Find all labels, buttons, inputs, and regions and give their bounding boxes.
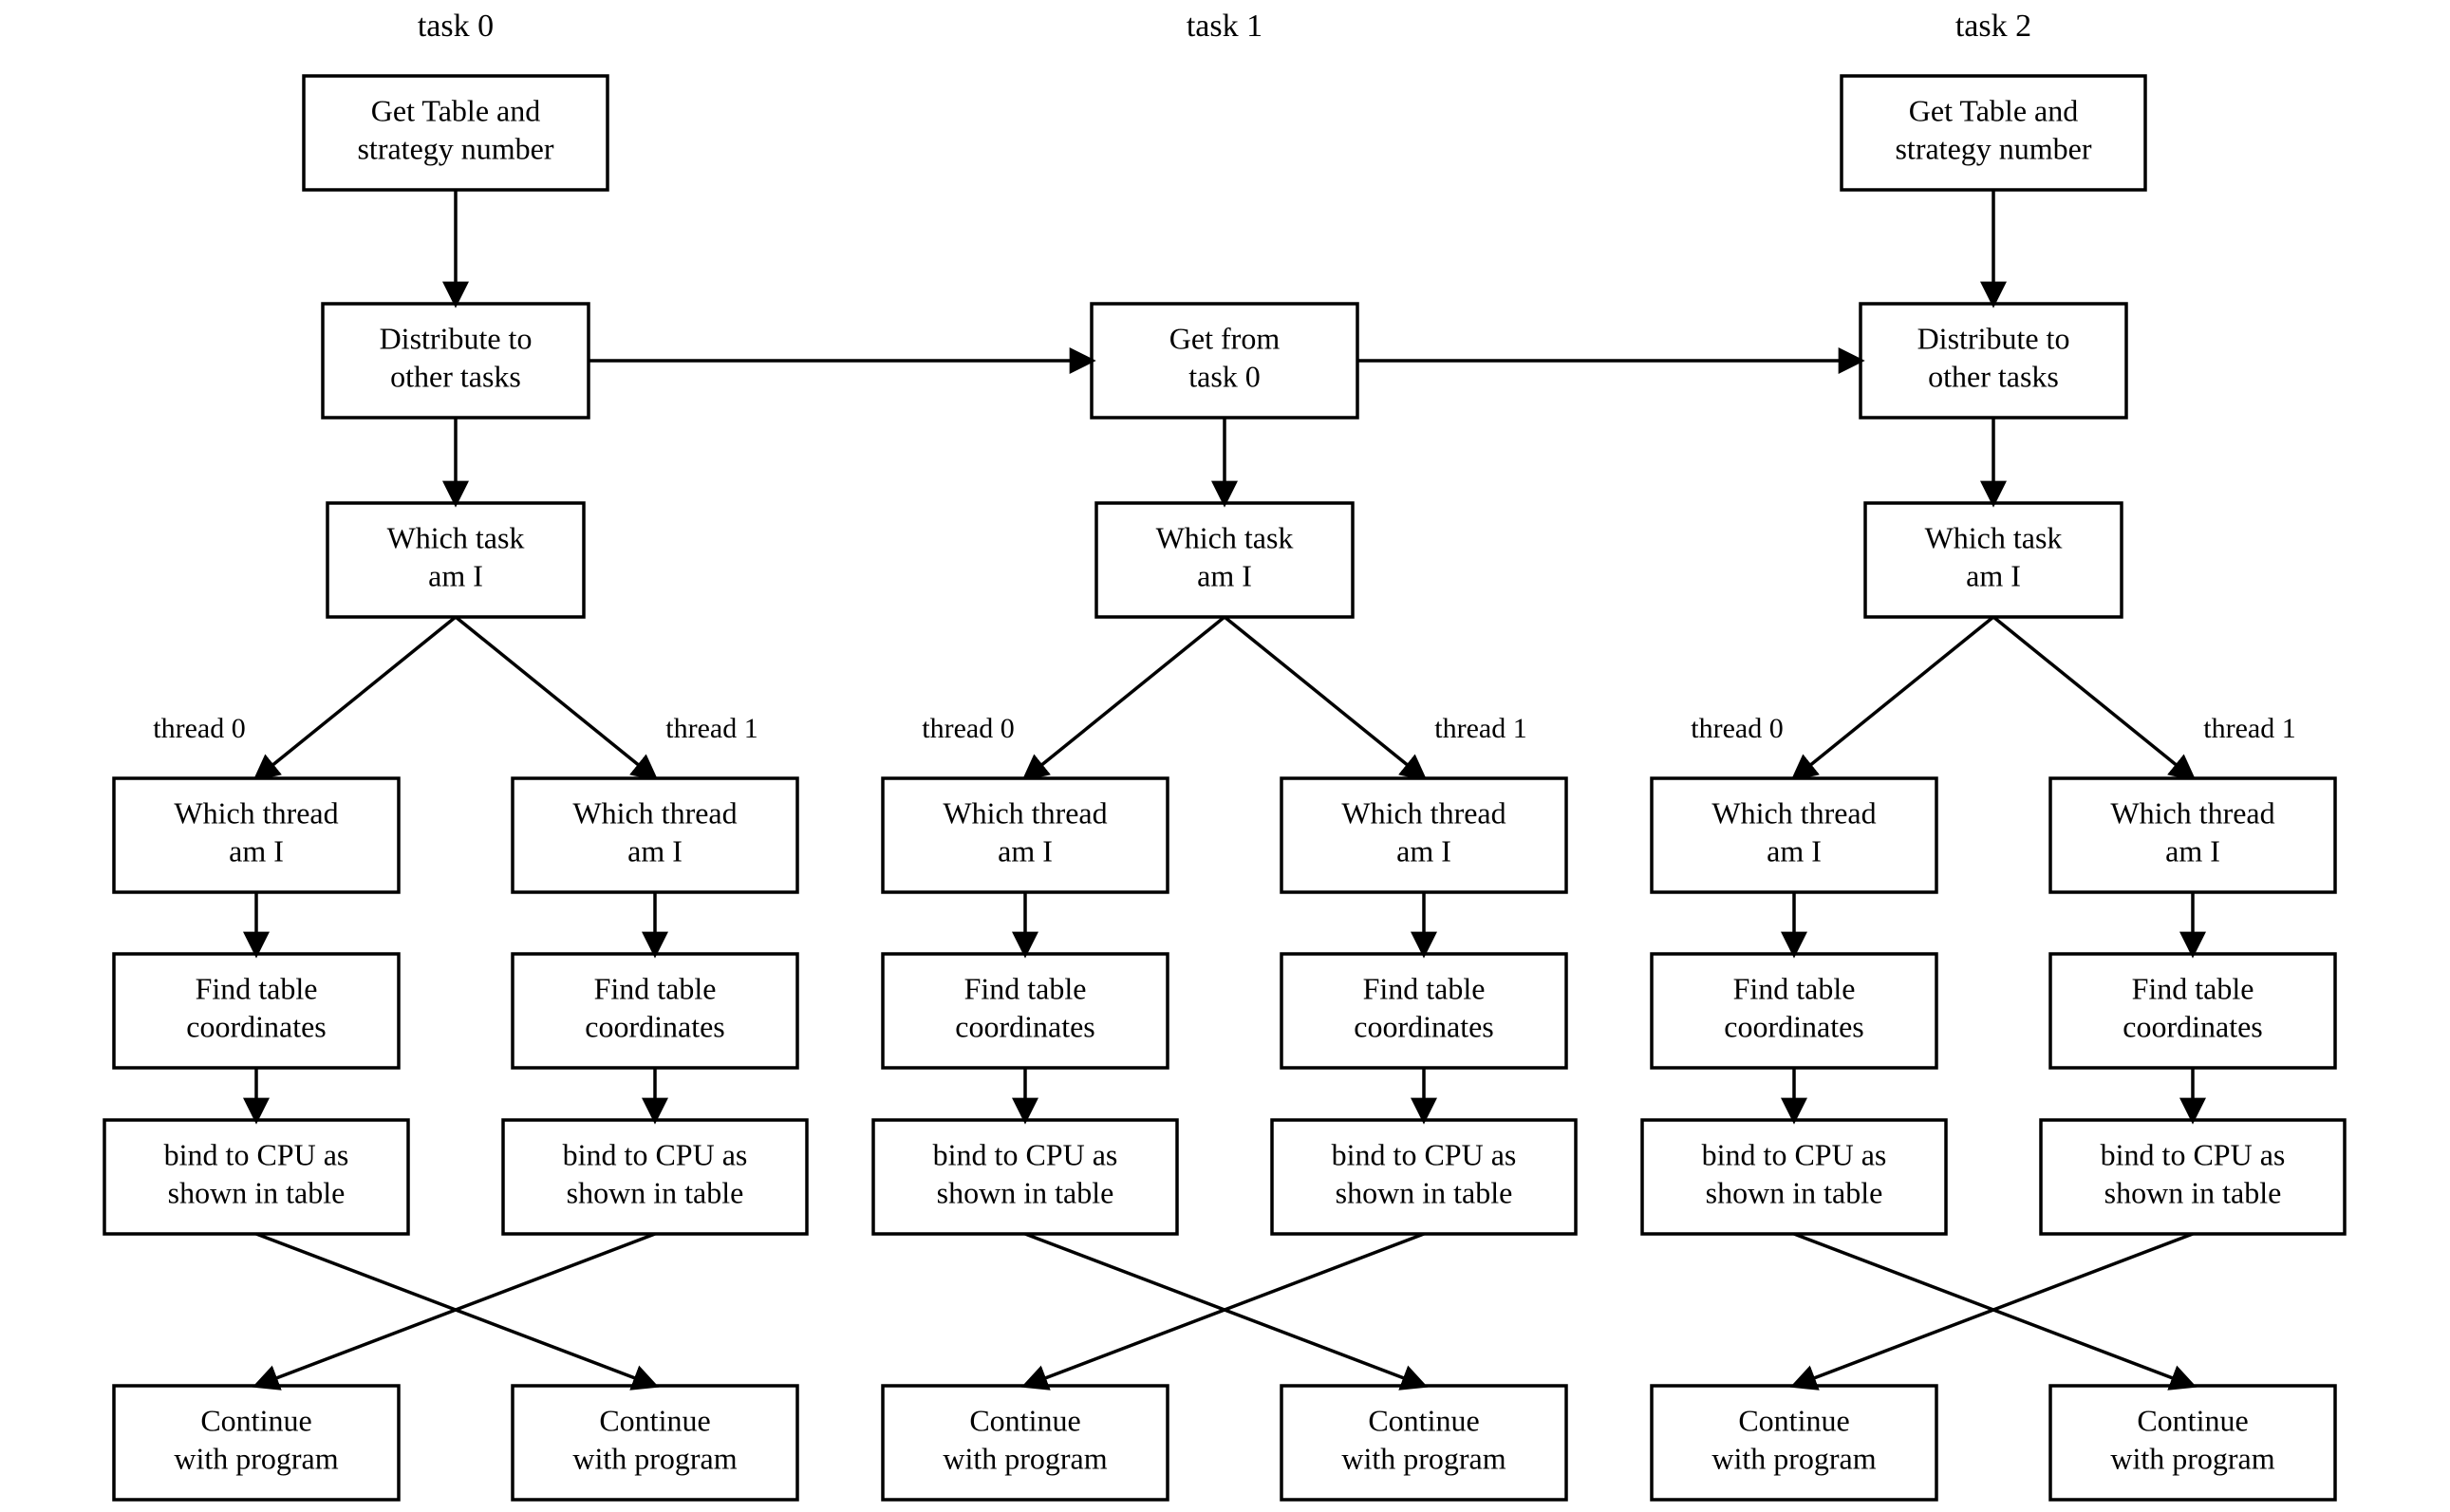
continue-box-task1-right-text: Continue [1368,1403,1479,1437]
which-thread-box-task0-left-text: Which thread [174,795,338,830]
which-thread-box-task2-right-text: Which thread [2110,795,2274,830]
find-table-box-task1-right-text: Find table [1363,971,1486,1005]
merge-r-task1 [1225,1234,1424,1310]
bind-cpu-box-task0-left-text: shown in table [168,1175,346,1209]
bind-cpu-box-task0-right-text: shown in table [567,1175,744,1209]
continue-box-task2-left-text: with program [1711,1441,1876,1475]
find-table-box-task0-right-text: coordinates [585,1009,725,1043]
top-box-task0-text: Get Table and [371,93,540,127]
bind-cpu-box-task0-left-text: bind to CPU as [164,1137,349,1171]
find-table-box-task1-right-text: coordinates [1354,1009,1494,1043]
bind-cpu-box-task1-right-text: shown in table [1336,1175,1513,1209]
find-table-box-task2-right-text: Find table [2132,971,2254,1005]
continue-box-task2-right-text: with program [2110,1441,2274,1475]
mid-box-task0-text: other tasks [390,359,521,393]
task-title-1: task 1 [1187,9,1262,44]
continue-box-task1-right-text: with program [1341,1441,1506,1475]
which-thread-box-task2-left-text: Which thread [1711,795,1876,830]
continue-box-task2-right-text: Continue [2137,1403,2248,1437]
which-thread-box-task0-left-text: am I [229,833,284,868]
which-task-box-task1-text: am I [1197,558,1252,592]
arrow-split-task2-right [1993,617,2193,778]
which-thread-box-task1-left-text: am I [998,833,1053,868]
which-thread-box-task2-right-text: am I [2165,833,2220,868]
which-task-box-task2-text: am I [1966,558,2021,592]
which-thread-box-task2-left-text: am I [1767,833,1822,868]
arrow-split-task2-left [1794,617,1993,778]
split-r-task2 [1993,1310,2193,1386]
bind-cpu-box-task2-right-text: bind to CPU as [2101,1137,2286,1171]
continue-box-task0-right-text: Continue [599,1403,710,1437]
task-title-0: task 0 [418,9,494,44]
which-task-box-task0-text: Which task [387,520,525,554]
find-table-box-task0-left-text: coordinates [186,1009,327,1043]
which-thread-box-task1-right-text: Which thread [1341,795,1506,830]
find-table-box-task2-left-text: coordinates [1724,1009,1864,1043]
merge-l-task0 [256,1234,456,1310]
which-task-box-task0-text: am I [428,558,483,592]
task-title-2: task 2 [1955,9,2031,44]
bind-cpu-box-task2-left-text: shown in table [1706,1175,1883,1209]
continue-box-task0-left-text: Continue [200,1403,311,1437]
thread-label-left-task1: thread 0 [922,713,1014,744]
mid-box-task2-text: Distribute to [1917,321,2070,355]
mid-box-task1-text: Get from [1169,321,1281,355]
merge-l-task1 [1025,1234,1225,1310]
find-table-box-task0-left-text: Find table [196,971,318,1005]
which-thread-box-task0-right-text: am I [627,833,683,868]
split-l-task0 [256,1310,456,1386]
which-thread-box-task1-right-text: am I [1396,833,1451,868]
find-table-box-task2-left-text: Find table [1733,971,1856,1005]
which-task-box-task1-text: Which task [1156,520,1294,554]
which-thread-box-task0-right-text: Which thread [572,795,737,830]
top-box-task2-text: strategy number [1895,131,2091,165]
thread-label-right-task1: thread 1 [1434,713,1526,744]
find-table-box-task1-left-text: Find table [964,971,1087,1005]
mid-box-task1-text: task 0 [1188,359,1261,393]
which-task-box-task2-text: Which task [1925,520,2063,554]
continue-box-task1-left-text: with program [943,1441,1107,1475]
bind-cpu-box-task1-left-text: bind to CPU as [933,1137,1118,1171]
mid-box-task0-text: Distribute to [380,321,533,355]
split-r-task1 [1225,1310,1424,1386]
flowchart-canvas: task 0 Get Table and strategy number Distri… [0,0,2450,1512]
continue-box-task0-left-text: with program [174,1441,338,1475]
arrow-split-task0-left [256,617,456,778]
thread-label-left-task2: thread 0 [1691,713,1783,744]
mid-box-task2-text: other tasks [1928,359,2059,393]
merge-r-task0 [456,1234,655,1310]
thread-label-right-task0: thread 1 [665,713,757,744]
arrow-split-task1-left [1025,617,1225,778]
split-r-task0 [456,1310,655,1386]
merge-r-task2 [1993,1234,2193,1310]
top-box-task0-text: strategy number [357,131,553,165]
top-box-task2-text: Get Table and [1909,93,2078,127]
thread-label-left-task0: thread 0 [153,713,245,744]
bind-cpu-box-task1-left-text: shown in table [937,1175,1114,1209]
continue-box-task0-right-text: with program [572,1441,737,1475]
merge-l-task2 [1794,1234,1993,1310]
bind-cpu-box-task0-right-text: bind to CPU as [563,1137,748,1171]
bind-cpu-box-task2-right-text: shown in table [2104,1175,2282,1209]
which-thread-box-task1-left-text: Which thread [943,795,1107,830]
find-table-box-task1-left-text: coordinates [955,1009,1095,1043]
find-table-box-task2-right-text: coordinates [2123,1009,2263,1043]
arrow-split-task0-right [456,617,655,778]
thread-label-right-task2: thread 1 [2203,713,2295,744]
find-table-box-task0-right-text: Find table [594,971,717,1005]
bind-cpu-box-task2-left-text: bind to CPU as [1702,1137,1887,1171]
split-l-task1 [1025,1310,1225,1386]
continue-box-task2-left-text: Continue [1738,1403,1849,1437]
split-l-task2 [1794,1310,1993,1386]
bind-cpu-box-task1-right-text: bind to CPU as [1332,1137,1517,1171]
arrow-split-task1-right [1225,617,1424,778]
continue-box-task1-left-text: Continue [969,1403,1080,1437]
